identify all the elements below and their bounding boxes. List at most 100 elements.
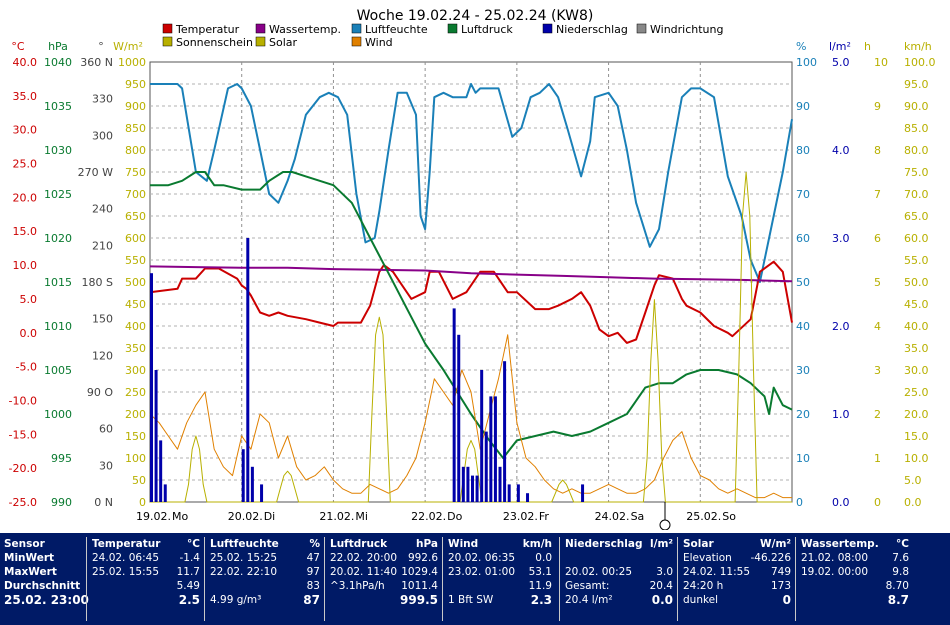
- axis-tick-solar: 850: [125, 122, 146, 135]
- stats-row: 8.70: [797, 579, 913, 593]
- stats-row: 5.49: [88, 579, 204, 593]
- legend-swatch: [255, 23, 266, 34]
- axis-tick-temp: 5.0: [20, 293, 38, 306]
- stats-time: 25.02. 15:55: [92, 566, 159, 578]
- legend-label: Niederschlag: [556, 23, 628, 36]
- stats-footer-value: 999.5: [400, 593, 438, 607]
- axis-tick-sunshine: 5: [874, 276, 881, 289]
- bar-niederschlag: [498, 466, 502, 502]
- axis-tick-sunshine: 3: [874, 364, 881, 377]
- bar-niederschlag: [452, 308, 456, 502]
- stats-value: -46.226: [750, 552, 791, 564]
- axis-tick-solar: 50: [132, 474, 146, 487]
- axis-labels: 40.035.030.025.020.015.010.05.00.0-5.0-1…: [9, 40, 936, 509]
- axis-tick-humidity: 0: [796, 496, 803, 509]
- axis-unit-humidity: %: [796, 40, 806, 53]
- stats-value: 7.6: [892, 552, 909, 564]
- axis-tick-temp: 0.0: [20, 327, 38, 340]
- stats-separator: [204, 537, 205, 621]
- stats-time: ^3.1hPa/h: [330, 580, 385, 592]
- legend-swatch: [162, 36, 173, 47]
- axis-tick-solar: 100: [125, 452, 146, 465]
- axis-tick-temp: 25.0: [13, 158, 38, 171]
- series-line-luftfeuchte: [150, 83, 793, 283]
- bar-niederschlag: [581, 484, 585, 502]
- stats-value: 9.8: [892, 566, 909, 578]
- stats-separator: [442, 537, 443, 621]
- stats-header-row: Luftdruck hPa: [326, 537, 442, 551]
- legend-swatch: [447, 23, 458, 34]
- axis-tick-direction: 300: [92, 129, 113, 142]
- bar-niederschlag: [507, 484, 511, 502]
- axis-tick-direction: 30: [99, 459, 113, 472]
- stats-value: 173: [770, 580, 791, 592]
- stats-col-wind: Wind km/h 20.02. 06:35 0.0 23.02. 01:00 53.1 1…: [444, 537, 556, 621]
- stats-header-row: Temperatur °C: [88, 537, 204, 551]
- stats-col-sensor: Sensor MinWert MaxWert Durchschnitt 25.02. 2…: [4, 537, 89, 621]
- stats-unit: l/m²: [650, 538, 673, 550]
- stats-value: 8.70: [885, 580, 909, 592]
- stats-row: Elevation -46.226: [679, 551, 795, 565]
- axis-tick-wind: 80.0: [904, 144, 929, 157]
- axis-tick-rain: 3.0: [832, 232, 850, 245]
- axis-tick-sunshine: 10: [874, 56, 888, 69]
- stats-separator: [86, 537, 87, 621]
- axis-tick-sunshine: 1: [874, 452, 881, 465]
- stats-footer-row: 1 Bft SW 2.3: [444, 593, 556, 607]
- bar-niederschlag: [150, 273, 153, 502]
- stats-header-row: Niederschlag l/m²: [561, 537, 677, 551]
- axis-tick-rain: 2.0: [832, 320, 850, 333]
- stats-time: 20.02. 06:35: [448, 552, 515, 564]
- stats-unit: °C: [187, 538, 200, 550]
- stats-value: 47: [306, 552, 320, 564]
- stats-row: 20.02. 11:40 1029.4: [326, 565, 442, 579]
- legend-label: Wassertemp.: [269, 23, 341, 36]
- axis-unit-sunshine: h: [864, 40, 871, 53]
- bar-niederschlag: [466, 466, 470, 502]
- legend-label: Luftfeuchte: [365, 23, 428, 36]
- stats-time: 22.02. 22:10: [210, 566, 277, 578]
- stats-footer-value: 0.0: [651, 593, 673, 607]
- axis-tick-wind: 15.0: [904, 430, 929, 443]
- stats-time: 25.02. 15:25: [210, 552, 277, 564]
- stats-value: 992.6: [407, 552, 438, 564]
- x-axis-label: Mo: [172, 510, 188, 523]
- stats-separator: [324, 537, 325, 621]
- axis-tick-temp: 30.0: [13, 124, 38, 137]
- stats-col-niederschlag: Niederschlag l/m² 20.02. 00:25 3.0 Gesamt: 20…: [561, 537, 677, 621]
- stats-value: 83: [306, 580, 320, 592]
- legend: Temperatur Wassertemp. Luftfeuchte Luftdruc…: [162, 23, 723, 49]
- stats-footer-value: 2.3: [530, 593, 552, 607]
- axis-tick-sunshine: 4: [874, 320, 881, 333]
- stats-unit: °C: [896, 538, 909, 550]
- axis-tick-direction: 360 N: [80, 56, 113, 69]
- stats-label: MaxWert: [4, 566, 57, 578]
- stats-value: 1029.4: [401, 566, 438, 578]
- axis-tick-humidity: 50: [796, 276, 810, 289]
- legend-swatch: [351, 36, 362, 47]
- stats-row: 19.02. 00:00 9.8: [797, 565, 913, 579]
- stats-footer: 25.02. 23:00: [4, 593, 89, 607]
- bar-niederschlag: [163, 484, 167, 502]
- x-axis-label: Fr: [539, 510, 550, 523]
- stats-time: 21.02. 08:00: [801, 552, 868, 564]
- bar-niederschlag: [503, 361, 507, 502]
- stats-row: 23.02. 01:00 53.1: [444, 565, 556, 579]
- axis-tick-direction: 150: [92, 313, 113, 326]
- stats-row: Gesamt: 20.4: [561, 579, 677, 593]
- legend-label: Luftdruck: [461, 23, 513, 36]
- stats-footer-row: 20.4 l/m² 0.0: [561, 593, 677, 607]
- axis-tick-direction: 60: [99, 423, 113, 436]
- x-axis-label: Sa: [631, 510, 645, 523]
- axis-tick-wind: 75.0: [904, 166, 929, 179]
- stats-header: Temperatur: [92, 538, 161, 550]
- legend-swatch: [162, 23, 173, 34]
- stats-value: 20.4: [649, 580, 673, 592]
- axis-tick-temp: -25.0: [9, 496, 37, 509]
- stats-header: Luftfeuchte: [210, 538, 279, 550]
- legend-label: Solar: [269, 36, 298, 49]
- axis-tick-pressure: 1030: [44, 144, 72, 157]
- axis-tick-temp: -20.0: [9, 462, 37, 475]
- axis-tick-direction: 240: [92, 203, 113, 216]
- stats-time: 24:20 h: [683, 580, 724, 592]
